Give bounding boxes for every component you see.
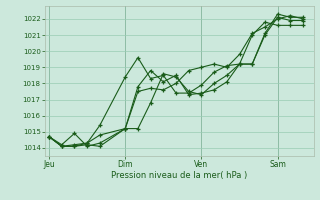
- X-axis label: Pression niveau de la mer( hPa ): Pression niveau de la mer( hPa ): [111, 171, 247, 180]
